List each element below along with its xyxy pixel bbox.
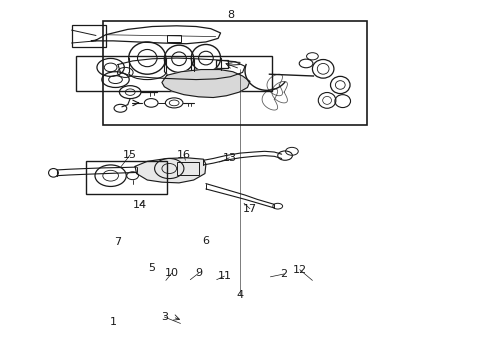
Text: 12: 12	[293, 265, 307, 275]
Text: 1: 1	[110, 317, 117, 327]
Text: 11: 11	[218, 271, 231, 281]
Text: 7: 7	[114, 237, 122, 247]
Polygon shape	[162, 69, 250, 98]
Text: 14: 14	[133, 200, 147, 210]
Bar	[167, 35, 181, 42]
Bar	[216, 60, 228, 68]
Text: 13: 13	[222, 153, 236, 163]
Polygon shape	[135, 158, 206, 183]
Bar	[72, 25, 106, 46]
Text: 8: 8	[227, 10, 234, 20]
Text: 4: 4	[237, 290, 244, 300]
Bar	[176, 162, 198, 175]
Bar	[86, 161, 167, 194]
Text: 9: 9	[195, 268, 202, 278]
Bar	[76, 56, 272, 91]
Text: 3: 3	[161, 312, 168, 322]
Bar	[103, 22, 367, 126]
Text: 10: 10	[165, 268, 179, 278]
Text: 17: 17	[243, 204, 257, 214]
Text: 2: 2	[281, 269, 288, 279]
Text: 16: 16	[177, 150, 191, 160]
Text: 5: 5	[148, 263, 156, 273]
Text: 15: 15	[123, 150, 137, 160]
Text: 6: 6	[202, 236, 209, 246]
